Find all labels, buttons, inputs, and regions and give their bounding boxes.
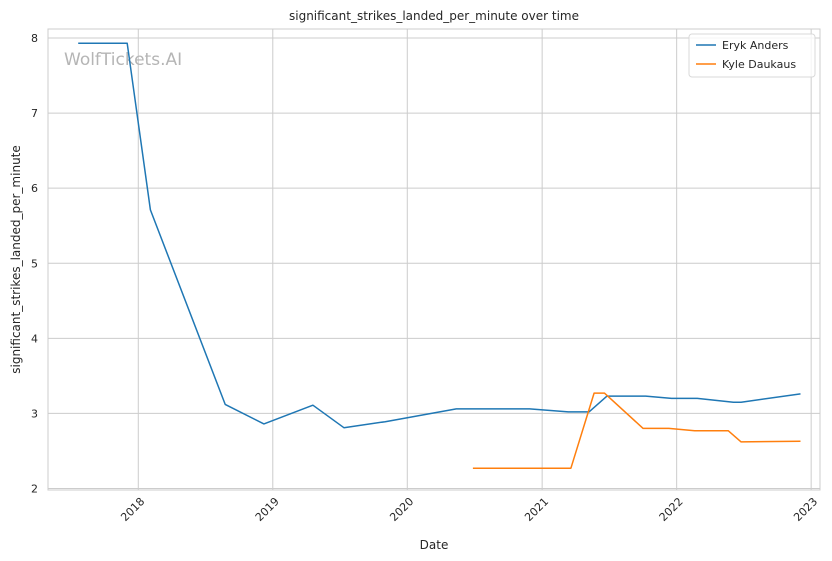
chart-title: significant_strikes_landed_per_minute ov… [289, 9, 579, 23]
y-tick-label: 4 [31, 332, 38, 345]
x-tick-label: 2023 [791, 495, 820, 524]
x-tick-label: 2018 [118, 495, 147, 524]
legend-label: Kyle Daukaus [722, 58, 796, 71]
grid [48, 29, 820, 490]
y-tick-label: 2 [31, 482, 38, 495]
legend-label: Eryk Anders [722, 39, 789, 52]
y-tick-label: 5 [31, 257, 38, 270]
x-tick-label: 2019 [253, 495, 282, 524]
series-layer [78, 42, 801, 469]
y-tick-label: 7 [31, 107, 38, 120]
y-axis-title: significant_strikes_landed_per_minute [9, 145, 23, 374]
y-tick-label: 3 [31, 407, 38, 420]
series-line-0 [78, 42, 801, 429]
y-tick-label: 8 [31, 32, 38, 45]
x-tick-label: 2021 [522, 495, 551, 524]
series-line-1 [472, 392, 801, 469]
plot-frame [47, 28, 821, 491]
legend: Eryk Anders Kyle Daukaus [688, 33, 816, 78]
x-axis-title: Date [420, 538, 449, 552]
x-tick-label: 2022 [657, 495, 686, 524]
watermark-text: WolfTickets.AI [64, 50, 182, 70]
y-axis-ticks: 2 3 4 5 6 7 8 [31, 32, 38, 495]
legend-box [688, 33, 816, 78]
x-tick-label: 2020 [387, 495, 416, 524]
x-axis-ticks: 2018 2019 2020 2021 2022 2023 [118, 495, 820, 524]
y-tick-label: 6 [31, 182, 38, 195]
